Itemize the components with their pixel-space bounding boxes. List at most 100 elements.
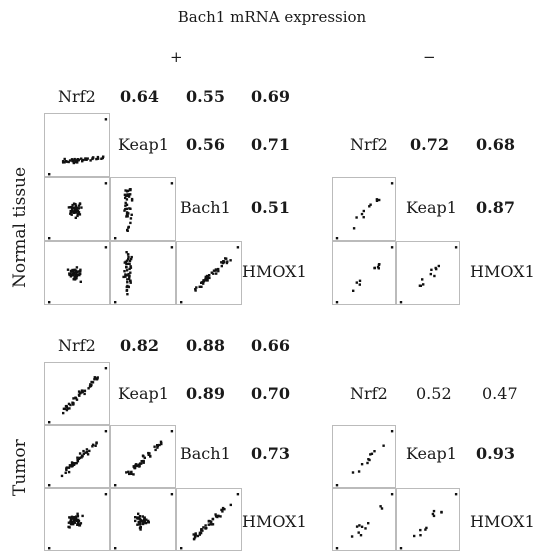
scatter-point (75, 277, 77, 279)
corr-value: 0.56 (186, 136, 225, 154)
panel-frame (45, 114, 110, 177)
scatter-point (378, 264, 380, 266)
scatter-point (127, 227, 129, 229)
corr-value: 0.64 (120, 88, 159, 106)
scatter-point (69, 404, 71, 406)
scatter-point (422, 283, 424, 285)
scatter-point (138, 465, 140, 467)
panel-frame (333, 489, 396, 551)
scatter-point (76, 513, 78, 515)
scatter-point (215, 268, 217, 270)
scatter-point (80, 456, 82, 458)
scatter-point (61, 475, 63, 477)
scatter-point (352, 471, 354, 473)
scatter-point (68, 471, 70, 473)
scatter-point (84, 390, 86, 392)
scatter-point (79, 269, 81, 271)
scatter-point (67, 526, 69, 528)
scatter-point (225, 258, 227, 260)
scatter-point (336, 301, 338, 303)
scatter-point (124, 189, 126, 191)
scatter-point (124, 194, 126, 196)
scatter-point (336, 547, 338, 549)
scatter-point (355, 216, 357, 218)
scatter-panel-normal-plus-bach1-hmox1 (176, 241, 242, 305)
scatter-point (48, 173, 50, 175)
scatter-panel-tumor-minus-nrf2-hmox1 (332, 488, 396, 551)
scatter-point (215, 272, 217, 274)
scatter-point (208, 524, 210, 526)
scatter-point (153, 446, 155, 448)
scatter-point (433, 275, 435, 277)
scatter-point (139, 462, 141, 464)
scatter-point (67, 269, 69, 271)
scatter-point (87, 453, 89, 455)
scatter-point (105, 246, 107, 248)
scatter-point (212, 518, 214, 520)
corr-value: 0.82 (120, 337, 159, 355)
scatter-point (379, 505, 381, 507)
scatter-point (378, 199, 380, 201)
scatter-point (90, 381, 92, 383)
scatter-point (80, 281, 82, 283)
scatter-point (366, 462, 368, 464)
row-label-tumor: Tumor (10, 439, 30, 496)
scatter-point (130, 217, 132, 219)
var-label-bach1: Bach1 (180, 445, 231, 463)
scatter-point (126, 278, 128, 280)
scatter-point (123, 270, 125, 272)
scatter-point (130, 473, 132, 475)
scatter-point (125, 471, 127, 473)
scatter-point (75, 397, 77, 399)
column-header-minus: − (423, 48, 436, 66)
scatter-point (68, 407, 70, 409)
scatter-panel-normal-minus-nrf2-keap1 (332, 177, 396, 241)
scatter-point (171, 182, 173, 184)
scatter-point (135, 464, 137, 466)
corr-value: 0.88 (186, 337, 225, 355)
scatter-point (105, 182, 107, 184)
row-label-normal-tissue: Normal tissue (10, 167, 30, 288)
scatter-point (105, 493, 107, 495)
scatter-point (64, 158, 66, 160)
scatter-point (133, 467, 135, 469)
scatter-point (430, 269, 432, 271)
scatter-panel-tumor-plus-nrf2-bach1 (44, 425, 110, 488)
scatter-point (221, 265, 223, 267)
scatter-point (201, 529, 203, 531)
column-header-plus: + (170, 48, 183, 66)
scatter-point (208, 277, 210, 279)
scatter-point (148, 521, 150, 523)
scatter-point (139, 521, 141, 523)
scatter-point (89, 159, 91, 161)
scatter-point (419, 534, 421, 536)
scatter-point (76, 275, 78, 277)
scatter-point (126, 198, 128, 200)
scatter-point (359, 280, 361, 282)
scatter-point (70, 523, 72, 525)
scatter-point (74, 208, 76, 210)
scatter-point (373, 450, 375, 452)
scatter-point (70, 211, 72, 213)
scatter-point (126, 229, 128, 231)
scatter-point (217, 270, 219, 272)
scatter-point (455, 493, 457, 495)
scatter-point (223, 260, 225, 262)
scatter-point (171, 493, 173, 495)
scatter-point (94, 445, 96, 447)
scatter-point (139, 528, 141, 530)
var-label-nrf2: Nrf2 (350, 385, 388, 403)
scatter-point (79, 202, 81, 204)
scatter-point (130, 282, 132, 284)
panel-frame (177, 489, 242, 551)
scatter-panel-normal-plus-keap1-hmox1 (110, 241, 176, 305)
scatter-point (95, 158, 97, 160)
scatter-point (157, 445, 159, 447)
scatter-point (130, 267, 132, 269)
scatter-point (364, 527, 366, 529)
scatter-point (220, 261, 222, 263)
corr-value: 0.68 (476, 136, 515, 154)
scatter-point (382, 445, 384, 447)
scatter-panel-normal-plus-keap1-bach1 (110, 177, 176, 241)
scatter-point (126, 260, 128, 262)
